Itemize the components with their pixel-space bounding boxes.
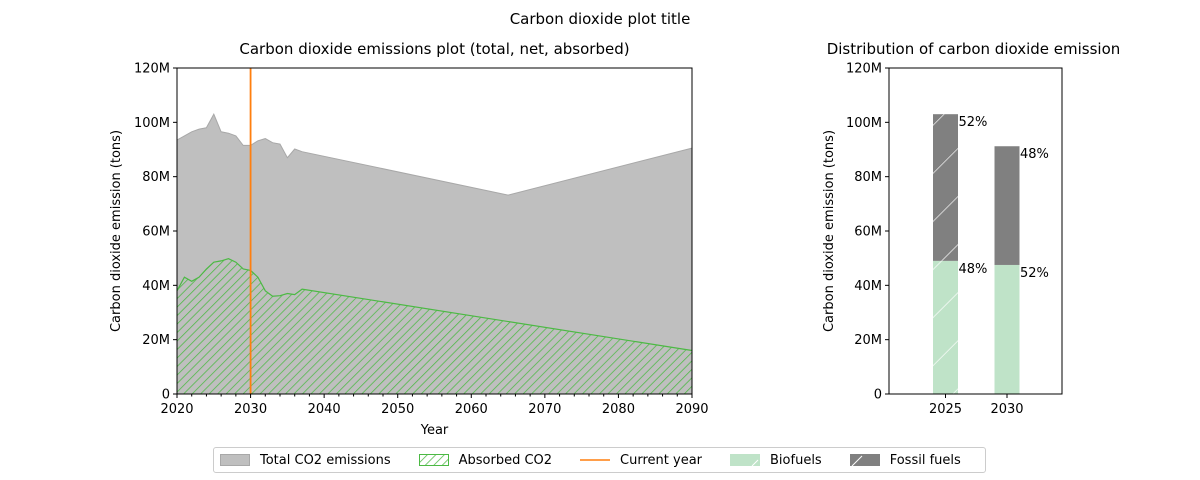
legend-label: Biofuels	[770, 452, 822, 468]
x-tick-label: 2090	[675, 402, 708, 417]
y-tick-label: 0	[874, 388, 882, 403]
legend-item-absorbed: Absorbed CO2	[418, 452, 553, 468]
x-tick-label: 2060	[455, 402, 488, 417]
y-tick-label: 80M	[142, 170, 170, 185]
green-hatched-patch-icon	[418, 454, 449, 466]
absorbed-co2-line	[176, 258, 693, 352]
y-tick-label: 80M	[854, 170, 882, 185]
bar-hatch	[933, 114, 958, 261]
figure-title: Carbon dioxide plot title	[510, 10, 691, 28]
left-y-axis-ticks: 0 20M 40M 60M 80M 100M 120M	[134, 62, 177, 403]
y-tick-label: 40M	[854, 279, 882, 294]
left-chart-title: Carbon dioxide emissions plot (total, ne…	[239, 40, 629, 58]
right-x-axis-ticks: 2025 2030	[929, 394, 1024, 417]
light-green-patch-icon	[730, 454, 761, 466]
legend-label: Current year	[620, 452, 703, 468]
y-tick-label: 60M	[142, 225, 170, 240]
x-tick-label: 2025	[929, 402, 962, 417]
legend-item-fossil: Fossil fuels	[849, 452, 961, 468]
gray-patch-icon	[220, 454, 250, 466]
x-tick-label: 2080	[602, 402, 635, 417]
x-tick-label: 2030	[234, 402, 267, 417]
y-tick-label: 20M	[142, 333, 170, 348]
right-chart-title: Distribution of carbon dioxide emission	[827, 40, 1121, 58]
legend-item-current-year: Current year	[580, 453, 702, 468]
y-tick-label: 120M	[134, 62, 170, 77]
fossil-fuels-bar	[994, 146, 1020, 265]
bar-percentage-label: 48%	[1020, 147, 1049, 162]
legend-label: Absorbed CO2	[458, 452, 553, 468]
bar-hatch	[933, 260, 958, 394]
x-tick-label: 2030	[990, 402, 1023, 417]
legend-label: Fossil fuels	[889, 452, 961, 468]
biofuels-bar	[994, 264, 1020, 394]
y-tick-label: 0	[162, 388, 170, 403]
x-tick-label: 2070	[528, 402, 561, 417]
legend: Total CO2 emissions Absorbed CO2 Current…	[213, 447, 986, 473]
total-emissions-line	[176, 113, 693, 196]
right-y-axis-ticks: 0 20M 40M 60M 80M 100M 120M	[846, 62, 889, 403]
right-plot-area: 48% 52% 52% 48%	[933, 114, 1049, 394]
y-tick-label: 120M	[846, 62, 882, 77]
bar-percentage-label: 52%	[959, 115, 988, 130]
bar-percentage-label: 48%	[959, 262, 988, 277]
y-tick-label: 100M	[846, 116, 882, 131]
legend-item-biofuels: Biofuels	[730, 453, 822, 468]
x-tick-label: 2040	[308, 402, 341, 417]
y-tick-label: 100M	[134, 116, 170, 131]
left-plot-frame	[176, 67, 693, 395]
y-tick-label: 60M	[854, 225, 882, 240]
x-tick-label: 2020	[160, 402, 193, 417]
right-y-axis-label: Carbon dioxide emission (tons)	[822, 130, 837, 332]
x-tick-label: 2050	[381, 402, 414, 417]
orange-line-icon	[580, 459, 611, 461]
y-tick-label: 40M	[142, 279, 170, 294]
dark-gray-hatched-patch-icon	[849, 454, 880, 466]
left-y-axis-label: Carbon dioxide emission (tons)	[109, 130, 124, 332]
absorbed-co2-area	[177, 258, 692, 394]
y-tick-label: 20M	[854, 333, 882, 348]
right-plot-frame	[888, 67, 1063, 395]
left-x-axis-label: Year	[420, 423, 449, 438]
bar-percentage-label: 52%	[1020, 266, 1049, 281]
legend-label: Total CO2 emissions	[260, 452, 391, 468]
left-plot-area	[176, 68, 693, 394]
legend-item-total: Total CO2 emissions	[220, 453, 391, 468]
left-x-axis-ticks: 2020 2030 2040 2050 2060 2070 2080 2090	[160, 394, 709, 417]
